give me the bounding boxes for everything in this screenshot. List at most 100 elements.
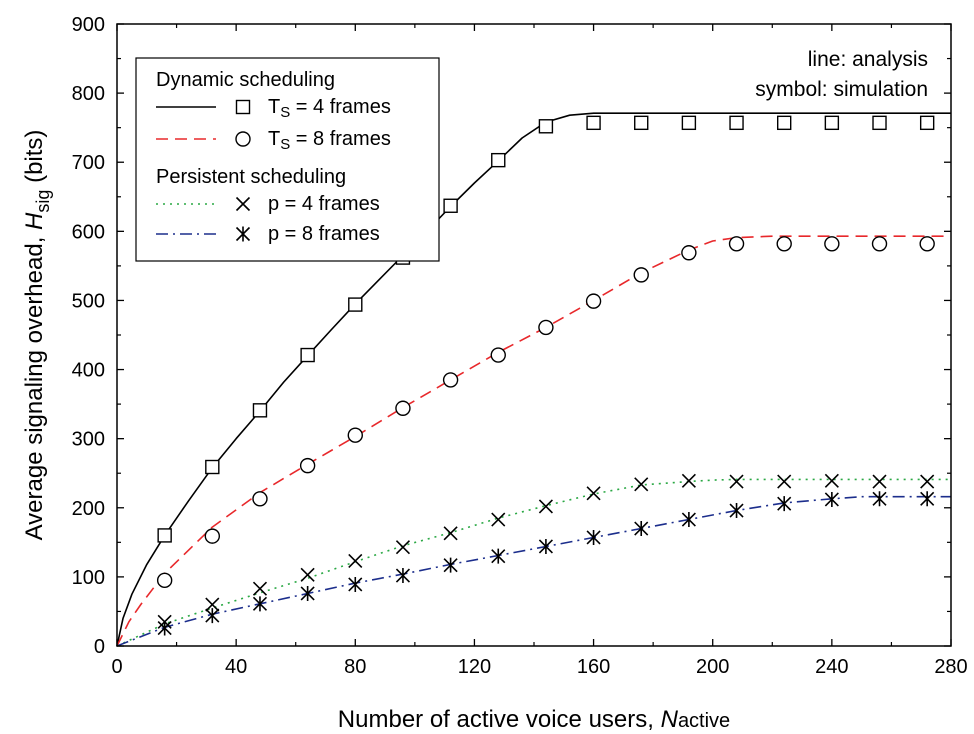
data-point-series-0 xyxy=(491,152,506,168)
data-point-series-3 xyxy=(729,503,744,519)
data-point-series-1 xyxy=(585,293,602,309)
data-point-series-2 xyxy=(395,540,411,555)
data-point-series-3 xyxy=(538,538,553,554)
legend-entries: TS = 4 frames TS = 8 frames p = 4 frames p … xyxy=(156,96,391,245)
data-point-series-2 xyxy=(729,474,744,489)
data-point-series-0 xyxy=(205,459,220,475)
y-tick-label: 800 xyxy=(72,83,105,105)
data-point-series-2 xyxy=(824,473,839,488)
y-tick-label: 400 xyxy=(72,360,105,382)
x-tick-label: 40 xyxy=(225,656,247,678)
data-point-series-0 xyxy=(919,115,935,131)
x-tick-label: 0 xyxy=(111,656,122,678)
y-tick-label: 600 xyxy=(72,221,105,243)
y-tick-label: 700 xyxy=(72,152,105,174)
data-point-series-3 xyxy=(634,521,649,537)
data-point-series-3 xyxy=(205,608,220,624)
y-axis-title: Average signaling overhead, Hsig (bits) xyxy=(21,130,53,541)
data-point-series-0 xyxy=(300,347,315,363)
y-tick-label: 900 xyxy=(72,14,105,36)
legend-marker-3 xyxy=(235,226,251,242)
legend-label-0: TS = 4 frames xyxy=(268,96,391,121)
data-point-series-3 xyxy=(824,491,839,507)
x-tick-label: 200 xyxy=(696,656,729,678)
legend-box xyxy=(135,57,440,262)
data-point-series-2 xyxy=(872,474,887,489)
data-point-series-3 xyxy=(586,529,601,545)
data-point-series-3 xyxy=(443,557,458,573)
data-point-series-2 xyxy=(681,473,696,488)
x-tick-label: 280 xyxy=(934,656,967,678)
data-point-series-2 xyxy=(443,526,458,541)
legend: Dynamic scheduling Persistent scheduling… xyxy=(135,57,440,262)
data-point-series-2 xyxy=(491,512,506,527)
data-point-series-1 xyxy=(633,267,649,283)
data-point-series-3 xyxy=(300,585,315,601)
annotation-simulation: symbol: simulation xyxy=(755,78,928,101)
data-point-series-2 xyxy=(777,474,792,489)
data-point-series-0 xyxy=(586,115,601,131)
data-point-series-1 xyxy=(490,347,506,363)
legend-marker-2 xyxy=(235,196,251,212)
data-point-series-1 xyxy=(871,236,888,252)
data-point-series-0 xyxy=(252,403,268,418)
legend-label-3: p = 8 frames xyxy=(268,223,380,245)
data-point-series-3 xyxy=(348,576,363,592)
y-tick-label: 200 xyxy=(72,498,105,520)
x-tick-label: 80 xyxy=(344,656,366,678)
y-tick-label: 0 xyxy=(94,636,105,658)
legend-marker-1 xyxy=(235,131,251,147)
data-point-series-0 xyxy=(443,198,458,213)
x-tick-label: 160 xyxy=(577,656,610,678)
data-point-series-2 xyxy=(586,486,601,501)
annotation-analysis: line: analysis xyxy=(808,48,928,71)
y-tick-label: 300 xyxy=(72,429,105,451)
data-point-series-1 xyxy=(728,236,745,252)
data-point-series-1 xyxy=(347,427,363,443)
data-point-series-1 xyxy=(776,236,792,252)
y-tick-label: 500 xyxy=(72,290,105,312)
data-point-series-0 xyxy=(348,297,363,312)
data-point-series-3 xyxy=(681,512,696,528)
data-point-series-0 xyxy=(777,115,792,131)
x-tick-label: 240 xyxy=(815,656,848,678)
data-point-series-1 xyxy=(442,372,459,388)
data-point-series-0 xyxy=(729,115,744,131)
x-axis-title: Number of active voice users, Nactive xyxy=(338,706,730,733)
data-point-series-0 xyxy=(538,119,554,134)
legend-group-dynamic: Dynamic scheduling xyxy=(156,69,335,91)
legend-label-1: TS = 8 frames xyxy=(268,128,391,153)
data-point-series-2 xyxy=(205,597,220,612)
legend-label-2: p = 4 frames xyxy=(268,193,380,215)
data-point-series-3 xyxy=(491,548,506,564)
data-point-series-3 xyxy=(920,491,935,507)
data-point-series-1 xyxy=(156,572,173,589)
data-point-series-2 xyxy=(348,553,363,569)
data-point-series-3 xyxy=(157,620,172,636)
y-tick-label: 100 xyxy=(72,567,105,589)
x-tick-label: 120 xyxy=(458,656,491,678)
data-point-series-0 xyxy=(157,528,172,543)
data-point-series-1 xyxy=(204,528,221,544)
data-point-series-1 xyxy=(919,236,935,252)
data-point-series-1 xyxy=(681,245,697,261)
data-point-series-1 xyxy=(824,236,840,252)
data-point-series-3 xyxy=(872,491,887,507)
series-line-3 xyxy=(116,495,951,647)
data-point-series-1 xyxy=(299,457,316,474)
axis-ticks: 0 40 80 120 160 200 240 280 0 100 200 300 400 500 600 7… xyxy=(72,14,968,678)
data-point-series-1 xyxy=(538,319,554,336)
series-markers xyxy=(156,115,935,636)
legend-marker-0 xyxy=(235,99,251,115)
data-point-series-1 xyxy=(395,400,411,416)
data-point-series-2 xyxy=(300,567,315,582)
data-point-series-0 xyxy=(634,115,649,131)
data-point-series-2 xyxy=(634,477,649,492)
data-point-series-2 xyxy=(538,499,553,514)
data-point-series-3 xyxy=(777,496,792,512)
data-point-series-3 xyxy=(252,596,268,612)
data-point-series-3 xyxy=(395,568,411,584)
data-point-series-2 xyxy=(252,581,268,596)
legend-group-persistent: Persistent scheduling xyxy=(156,166,346,188)
